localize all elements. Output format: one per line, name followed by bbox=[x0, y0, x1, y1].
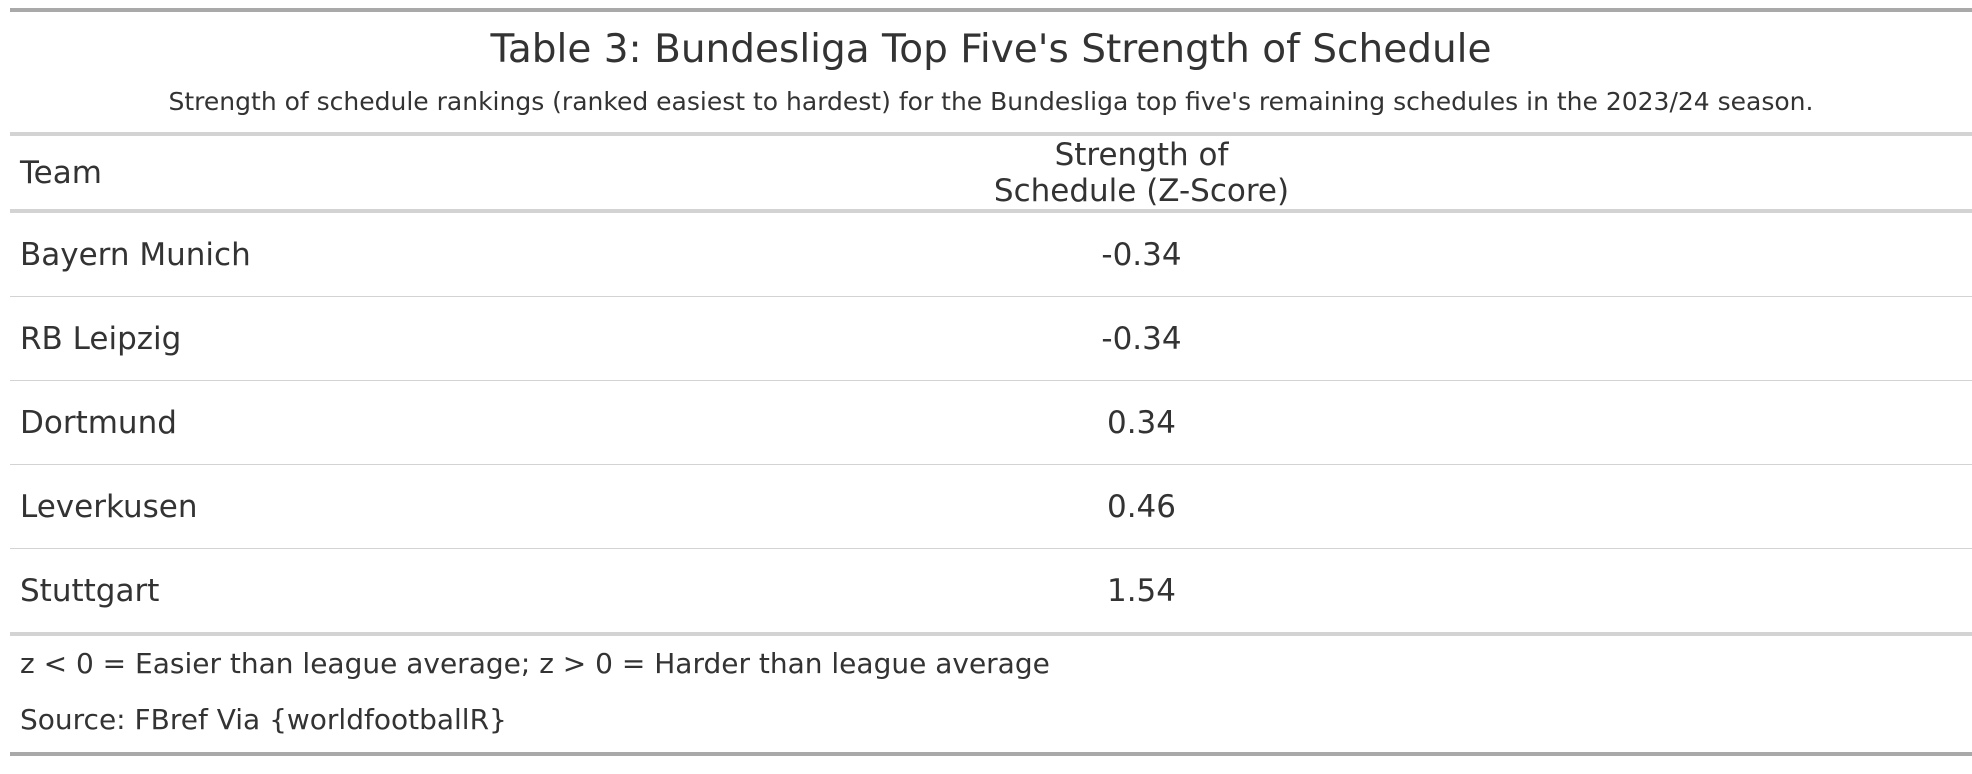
table-row: RB Leipzig -0.34 bbox=[10, 296, 1972, 381]
team-cell: Stuttgart bbox=[10, 548, 991, 636]
team-cell: Dortmund bbox=[10, 380, 991, 465]
sos-cell: -0.34 bbox=[991, 211, 1972, 297]
table-footnote: z < 0 = Easier than league average; z > … bbox=[20, 647, 1050, 680]
table-title: Table 3: Bundesliga Top Five's Strength … bbox=[490, 27, 1492, 72]
header-row: Team Strength of Schedule (Z-Score) bbox=[10, 136, 1972, 213]
team-cell: Leverkusen bbox=[10, 464, 991, 549]
column-header-sos: Strength of Schedule (Z-Score) bbox=[991, 136, 1972, 213]
sos-cell: 0.46 bbox=[991, 464, 1972, 549]
table-row: Stuttgart 1.54 bbox=[10, 548, 1972, 636]
team-cell: Bayern Munich bbox=[10, 211, 991, 297]
table-row: Dortmund 0.34 bbox=[10, 380, 1972, 465]
team-cell: RB Leipzig bbox=[10, 296, 991, 381]
table-row: Bayern Munich -0.34 bbox=[10, 211, 1972, 297]
table-source-note: Source: FBref Via {worldfootballR} bbox=[20, 703, 507, 736]
sos-cell: -0.34 bbox=[991, 296, 1972, 381]
table-subtitle: Strength of schedule rankings (ranked ea… bbox=[168, 87, 1814, 116]
schedule-table: Team Strength of Schedule (Z-Score) Baye… bbox=[10, 136, 1972, 636]
sos-cell: 1.54 bbox=[991, 548, 1972, 636]
column-header-team: Team bbox=[10, 136, 991, 213]
schedule-table-container: Table 3: Bundesliga Top Five's Strength … bbox=[10, 8, 1972, 756]
table-row: Leverkusen 0.46 bbox=[10, 464, 1972, 549]
sos-cell: 0.34 bbox=[991, 380, 1972, 465]
table-heading: Table 3: Bundesliga Top Five's Strength … bbox=[10, 12, 1972, 136]
